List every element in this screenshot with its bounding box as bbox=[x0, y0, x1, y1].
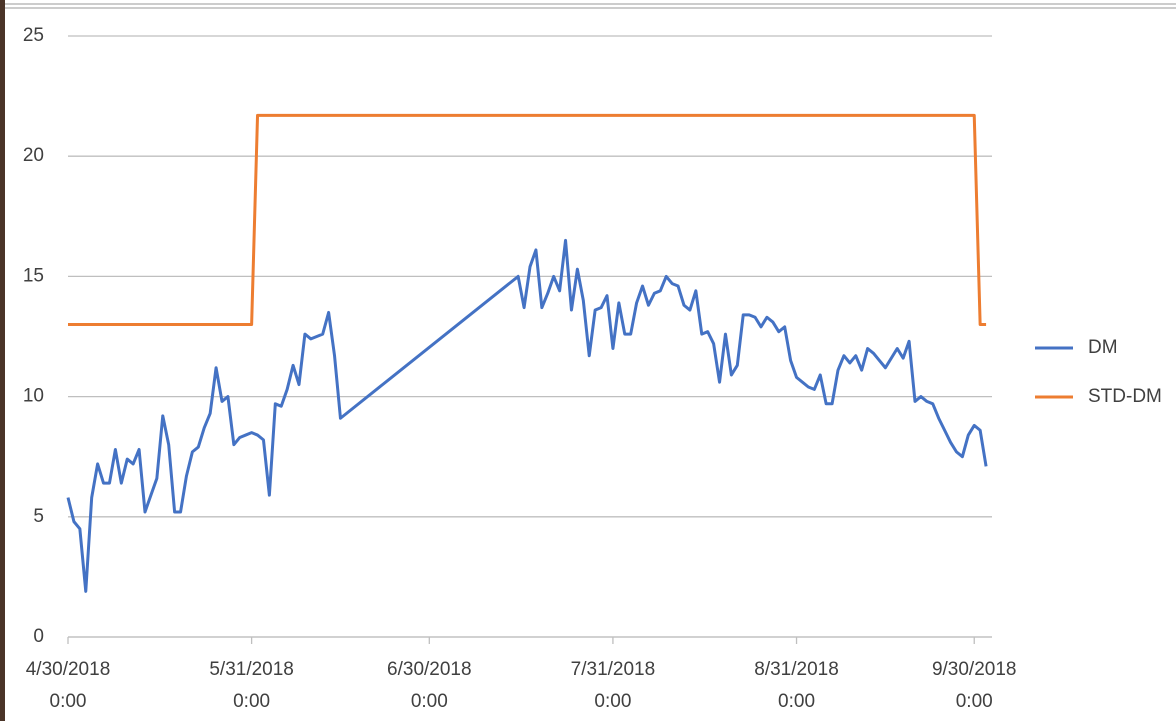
x-tick-label: 4/30/2018 0:00 bbox=[26, 659, 111, 712]
y-tick-label: 20 bbox=[23, 145, 44, 166]
data-line bbox=[68, 113, 987, 326]
legend-label: STD-DM bbox=[1088, 386, 1162, 407]
window-edge bbox=[0, 0, 5, 721]
legend-label: DM bbox=[1088, 337, 1118, 358]
y-tick-label: 25 bbox=[23, 25, 44, 46]
x-tick-label-line: 4/30/2018 bbox=[26, 659, 111, 680]
y-tick-label: 15 bbox=[23, 265, 44, 286]
x-tick-label-line: 0:00 bbox=[50, 691, 87, 712]
x-tick-label-line: 6/30/2018 bbox=[387, 659, 472, 680]
x-tick-label-line: 0:00 bbox=[778, 691, 815, 712]
x-tick-label: 7/31/2018 0:00 bbox=[571, 659, 656, 712]
y-tick-label: 10 bbox=[23, 386, 44, 407]
x-tick-label-line: 0:00 bbox=[594, 691, 631, 712]
x-tick-label-line: 7/31/2018 bbox=[571, 659, 656, 680]
x-tick-label-line: 0:00 bbox=[411, 691, 448, 712]
x-tick-label: 8/31/2018 0:00 bbox=[754, 659, 839, 712]
x-tick-label-line: 5/31/2018 bbox=[209, 659, 294, 680]
x-tick-label: 5/31/2018 0:00 bbox=[209, 659, 294, 712]
x-tick-label: 9/30/2018 0:00 bbox=[932, 659, 1017, 712]
data-line bbox=[66, 238, 988, 593]
y-tick-label: 5 bbox=[33, 506, 44, 527]
x-tick-label-line: 9/30/2018 bbox=[932, 659, 1017, 680]
x-tick-label-line: 8/31/2018 bbox=[754, 659, 839, 680]
x-tick-label-line: 0:00 bbox=[956, 691, 993, 712]
x-tick-label-line: 0:00 bbox=[233, 691, 270, 712]
x-tick-label: 6/30/2018 0:00 bbox=[387, 659, 472, 712]
y-tick-label: 0 bbox=[33, 626, 44, 647]
